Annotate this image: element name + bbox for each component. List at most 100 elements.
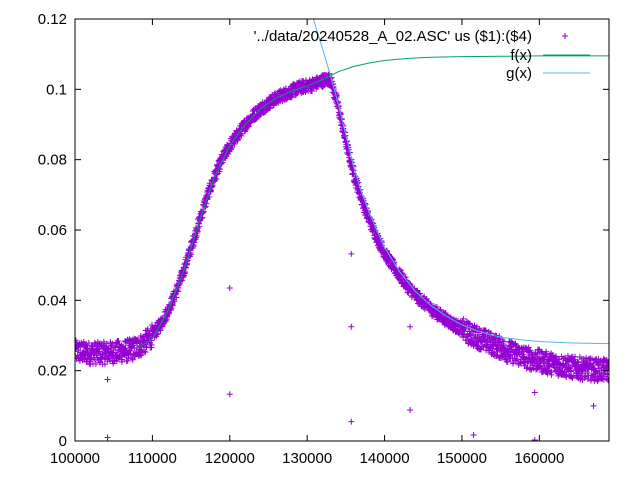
x-tick-label: 140000: [360, 450, 410, 467]
y-tick-label: 0.02: [38, 363, 67, 380]
data-point: [474, 334, 481, 341]
data-point: [428, 306, 434, 313]
data-point: [590, 402, 597, 409]
data-point: [241, 128, 248, 135]
x-tick-label: 100000: [50, 450, 100, 467]
data-point: [270, 102, 277, 109]
data-point: [513, 350, 520, 357]
data-point: [598, 366, 605, 373]
data-point: [443, 316, 450, 323]
data-point: [504, 358, 511, 365]
data-point: [474, 342, 481, 349]
y-tick-label: 0.04: [38, 292, 67, 309]
data-point: [497, 344, 504, 351]
data-point: [348, 418, 355, 425]
data-point: [536, 357, 543, 364]
data-point: [467, 321, 474, 328]
x-tick-label: 130000: [282, 450, 332, 467]
data-point: [358, 195, 365, 202]
legend-label: '../data/20240528_A_02.ASC' us ($1):($4): [254, 28, 532, 45]
data-point: [575, 359, 582, 366]
data-point: [102, 350, 109, 357]
data-point: [531, 436, 538, 441]
data-point: [491, 350, 498, 357]
data-point: [567, 364, 574, 371]
data-point: [226, 285, 233, 292]
data-point: [451, 321, 458, 328]
data-point: [606, 370, 609, 377]
data-point: [584, 370, 591, 377]
data-point: [482, 337, 489, 344]
data-point: [575, 365, 582, 372]
data-point: [604, 371, 609, 378]
data-point: [389, 262, 396, 269]
data-point: [404, 283, 411, 290]
data-point: [91, 339, 98, 346]
legend-label: g(x): [506, 65, 532, 82]
plot-frame: [74, 18, 610, 442]
axes: 0 0.02 0.04 0.06 0.08 0.1 0.12 100000 110000 1200…: [38, 11, 610, 467]
data-point: [75, 348, 78, 355]
data-point: [458, 326, 465, 333]
y-tick-label: 0.12: [38, 11, 67, 28]
data-point: [466, 330, 473, 337]
data-point: [581, 374, 588, 381]
data-point: [460, 315, 467, 322]
data-point: [119, 356, 126, 363]
data-point: [489, 341, 496, 348]
data-point: [104, 376, 111, 383]
data-point: [435, 311, 442, 318]
data-point: [590, 366, 597, 373]
data-point: [373, 234, 380, 241]
data-point: [121, 345, 128, 352]
fx-line: [136, 55, 609, 349]
data-point: [470, 432, 477, 439]
data-point: [118, 348, 125, 355]
data-point: [142, 349, 149, 356]
data-point: [407, 323, 414, 330]
data-point: [520, 353, 527, 360]
data-point: [463, 337, 470, 344]
data-point: [348, 250, 355, 257]
data-point: [124, 358, 131, 365]
data-point: [173, 294, 180, 301]
data-point: [320, 83, 327, 90]
scatter-series: [75, 70, 609, 441]
data-point: [355, 183, 362, 190]
data-point: [500, 338, 507, 345]
data-point: [574, 358, 581, 365]
legend-marker: [562, 33, 568, 39]
data-point: [250, 112, 256, 119]
data-point: [568, 368, 575, 375]
data-point: [115, 338, 122, 345]
data-point: [469, 339, 476, 346]
x-tick-label: 150000: [437, 450, 487, 467]
data-point: [75, 337, 79, 344]
data-point: [546, 367, 553, 374]
legend-label: f(x): [510, 47, 532, 64]
data-point: [110, 349, 117, 356]
legend: '../data/20240528_A_02.ASC' us ($1):($4)…: [254, 28, 590, 82]
data-point: [381, 249, 388, 256]
data-point: [559, 362, 566, 369]
data-point: [512, 357, 519, 364]
data-point: [569, 375, 576, 382]
data-point: [85, 339, 92, 346]
data-point: [113, 358, 120, 365]
data-layer: [75, 19, 609, 441]
x-tick-label: 120000: [205, 450, 255, 467]
gx-line: [312, 19, 609, 345]
data-point: [311, 81, 318, 88]
x-tick-label: 160000: [514, 450, 564, 467]
data-point: [505, 348, 512, 355]
data-point: [551, 361, 558, 368]
data-point: [103, 340, 110, 347]
data-point: [493, 353, 500, 360]
data-point: [531, 389, 538, 396]
data-point: [157, 327, 164, 334]
data-point: [527, 366, 534, 373]
data-point: [366, 216, 373, 223]
data-point: [527, 347, 534, 354]
data-point: [420, 299, 427, 306]
data-point: [126, 347, 133, 354]
